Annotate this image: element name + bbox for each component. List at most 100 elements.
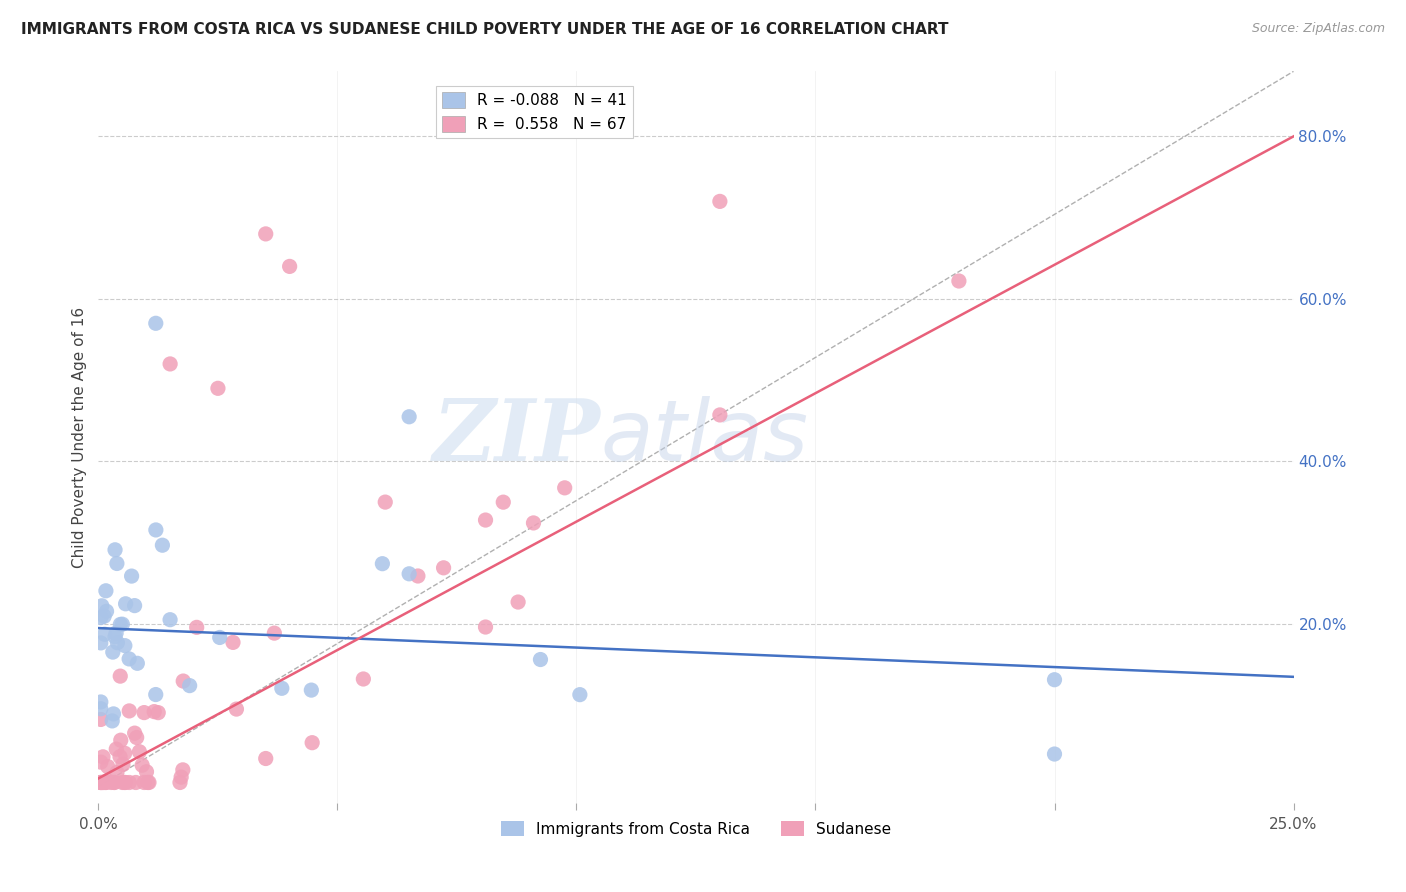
Point <box>103 706 125 721</box>
Point <box>145 316 167 330</box>
Point <box>152 538 174 552</box>
Point <box>91 749 114 764</box>
Text: ZIP: ZIP <box>433 395 600 479</box>
Point <box>170 770 193 784</box>
Point <box>506 595 529 609</box>
Point <box>398 409 420 424</box>
Point <box>159 357 181 371</box>
Point <box>90 636 112 650</box>
Point <box>124 599 146 613</box>
Point <box>148 706 170 720</box>
Point <box>110 669 132 683</box>
Point <box>94 775 117 789</box>
Point <box>108 749 131 764</box>
Point <box>118 775 141 789</box>
Point <box>529 652 551 666</box>
Point <box>118 652 141 666</box>
Point <box>104 630 127 644</box>
Point <box>135 764 157 779</box>
Point <box>125 775 148 789</box>
Point <box>103 775 125 789</box>
Text: atlas: atlas <box>600 395 808 479</box>
Point <box>90 702 112 716</box>
Point <box>90 755 112 769</box>
Point <box>948 274 970 288</box>
Point <box>105 626 128 640</box>
Point <box>93 775 115 789</box>
Point <box>93 627 115 641</box>
Point <box>131 758 153 772</box>
Point <box>172 674 194 689</box>
Point <box>474 513 496 527</box>
Point <box>398 566 420 581</box>
Point <box>125 731 148 745</box>
Point <box>91 775 114 789</box>
Point <box>90 775 112 789</box>
Point <box>91 775 114 789</box>
Point <box>1043 673 1066 687</box>
Point <box>97 759 120 773</box>
Point <box>110 733 132 747</box>
Point <box>121 569 143 583</box>
Text: IMMIGRANTS FROM COSTA RICA VS SUDANESE CHILD POVERTY UNDER THE AGE OF 16 CORRELA: IMMIGRANTS FROM COSTA RICA VS SUDANESE C… <box>21 22 949 37</box>
Y-axis label: Child Poverty Under the Age of 16: Child Poverty Under the Age of 16 <box>72 307 87 567</box>
Point <box>111 757 134 772</box>
Point <box>207 381 229 395</box>
Point <box>134 775 156 789</box>
Point <box>709 408 731 422</box>
Point <box>105 557 128 571</box>
Point <box>90 610 112 624</box>
Point <box>96 604 118 618</box>
Point <box>127 657 149 671</box>
Point <box>299 683 322 698</box>
Point <box>90 775 112 789</box>
Point <box>254 751 277 765</box>
Point <box>406 569 429 583</box>
Point <box>474 620 496 634</box>
Point <box>143 705 166 719</box>
Point <box>114 639 136 653</box>
Legend: Immigrants from Costa Rica, Sudanese: Immigrants from Costa Rica, Sudanese <box>495 814 897 843</box>
Point <box>101 645 124 659</box>
Point <box>254 227 277 241</box>
Point <box>111 775 134 789</box>
Point <box>112 775 135 789</box>
Point <box>554 481 576 495</box>
Point <box>270 681 292 696</box>
Point <box>159 613 181 627</box>
Point <box>278 260 301 274</box>
Point <box>222 635 245 649</box>
Point <box>179 679 201 693</box>
Point <box>90 599 112 613</box>
Point <box>186 620 208 634</box>
Point <box>432 561 454 575</box>
Point <box>522 516 544 530</box>
Point <box>169 775 191 789</box>
Point <box>114 597 136 611</box>
Point <box>118 704 141 718</box>
Point <box>114 775 136 789</box>
Point <box>96 773 118 788</box>
Point <box>301 736 323 750</box>
Point <box>352 672 374 686</box>
Point <box>374 495 396 509</box>
Point <box>145 688 167 702</box>
Point <box>134 706 156 720</box>
Point <box>114 746 136 760</box>
Point <box>225 702 247 716</box>
Point <box>124 726 146 740</box>
Point <box>90 713 112 727</box>
Point <box>568 688 591 702</box>
Point <box>93 609 115 624</box>
Point <box>136 775 159 789</box>
Point <box>492 495 515 509</box>
Point <box>110 617 132 632</box>
Point <box>172 763 194 777</box>
Point <box>128 745 150 759</box>
Point <box>101 714 124 728</box>
Point <box>263 626 285 640</box>
Point <box>100 775 122 789</box>
Point <box>371 557 394 571</box>
Point <box>107 635 129 649</box>
Point <box>111 617 134 632</box>
